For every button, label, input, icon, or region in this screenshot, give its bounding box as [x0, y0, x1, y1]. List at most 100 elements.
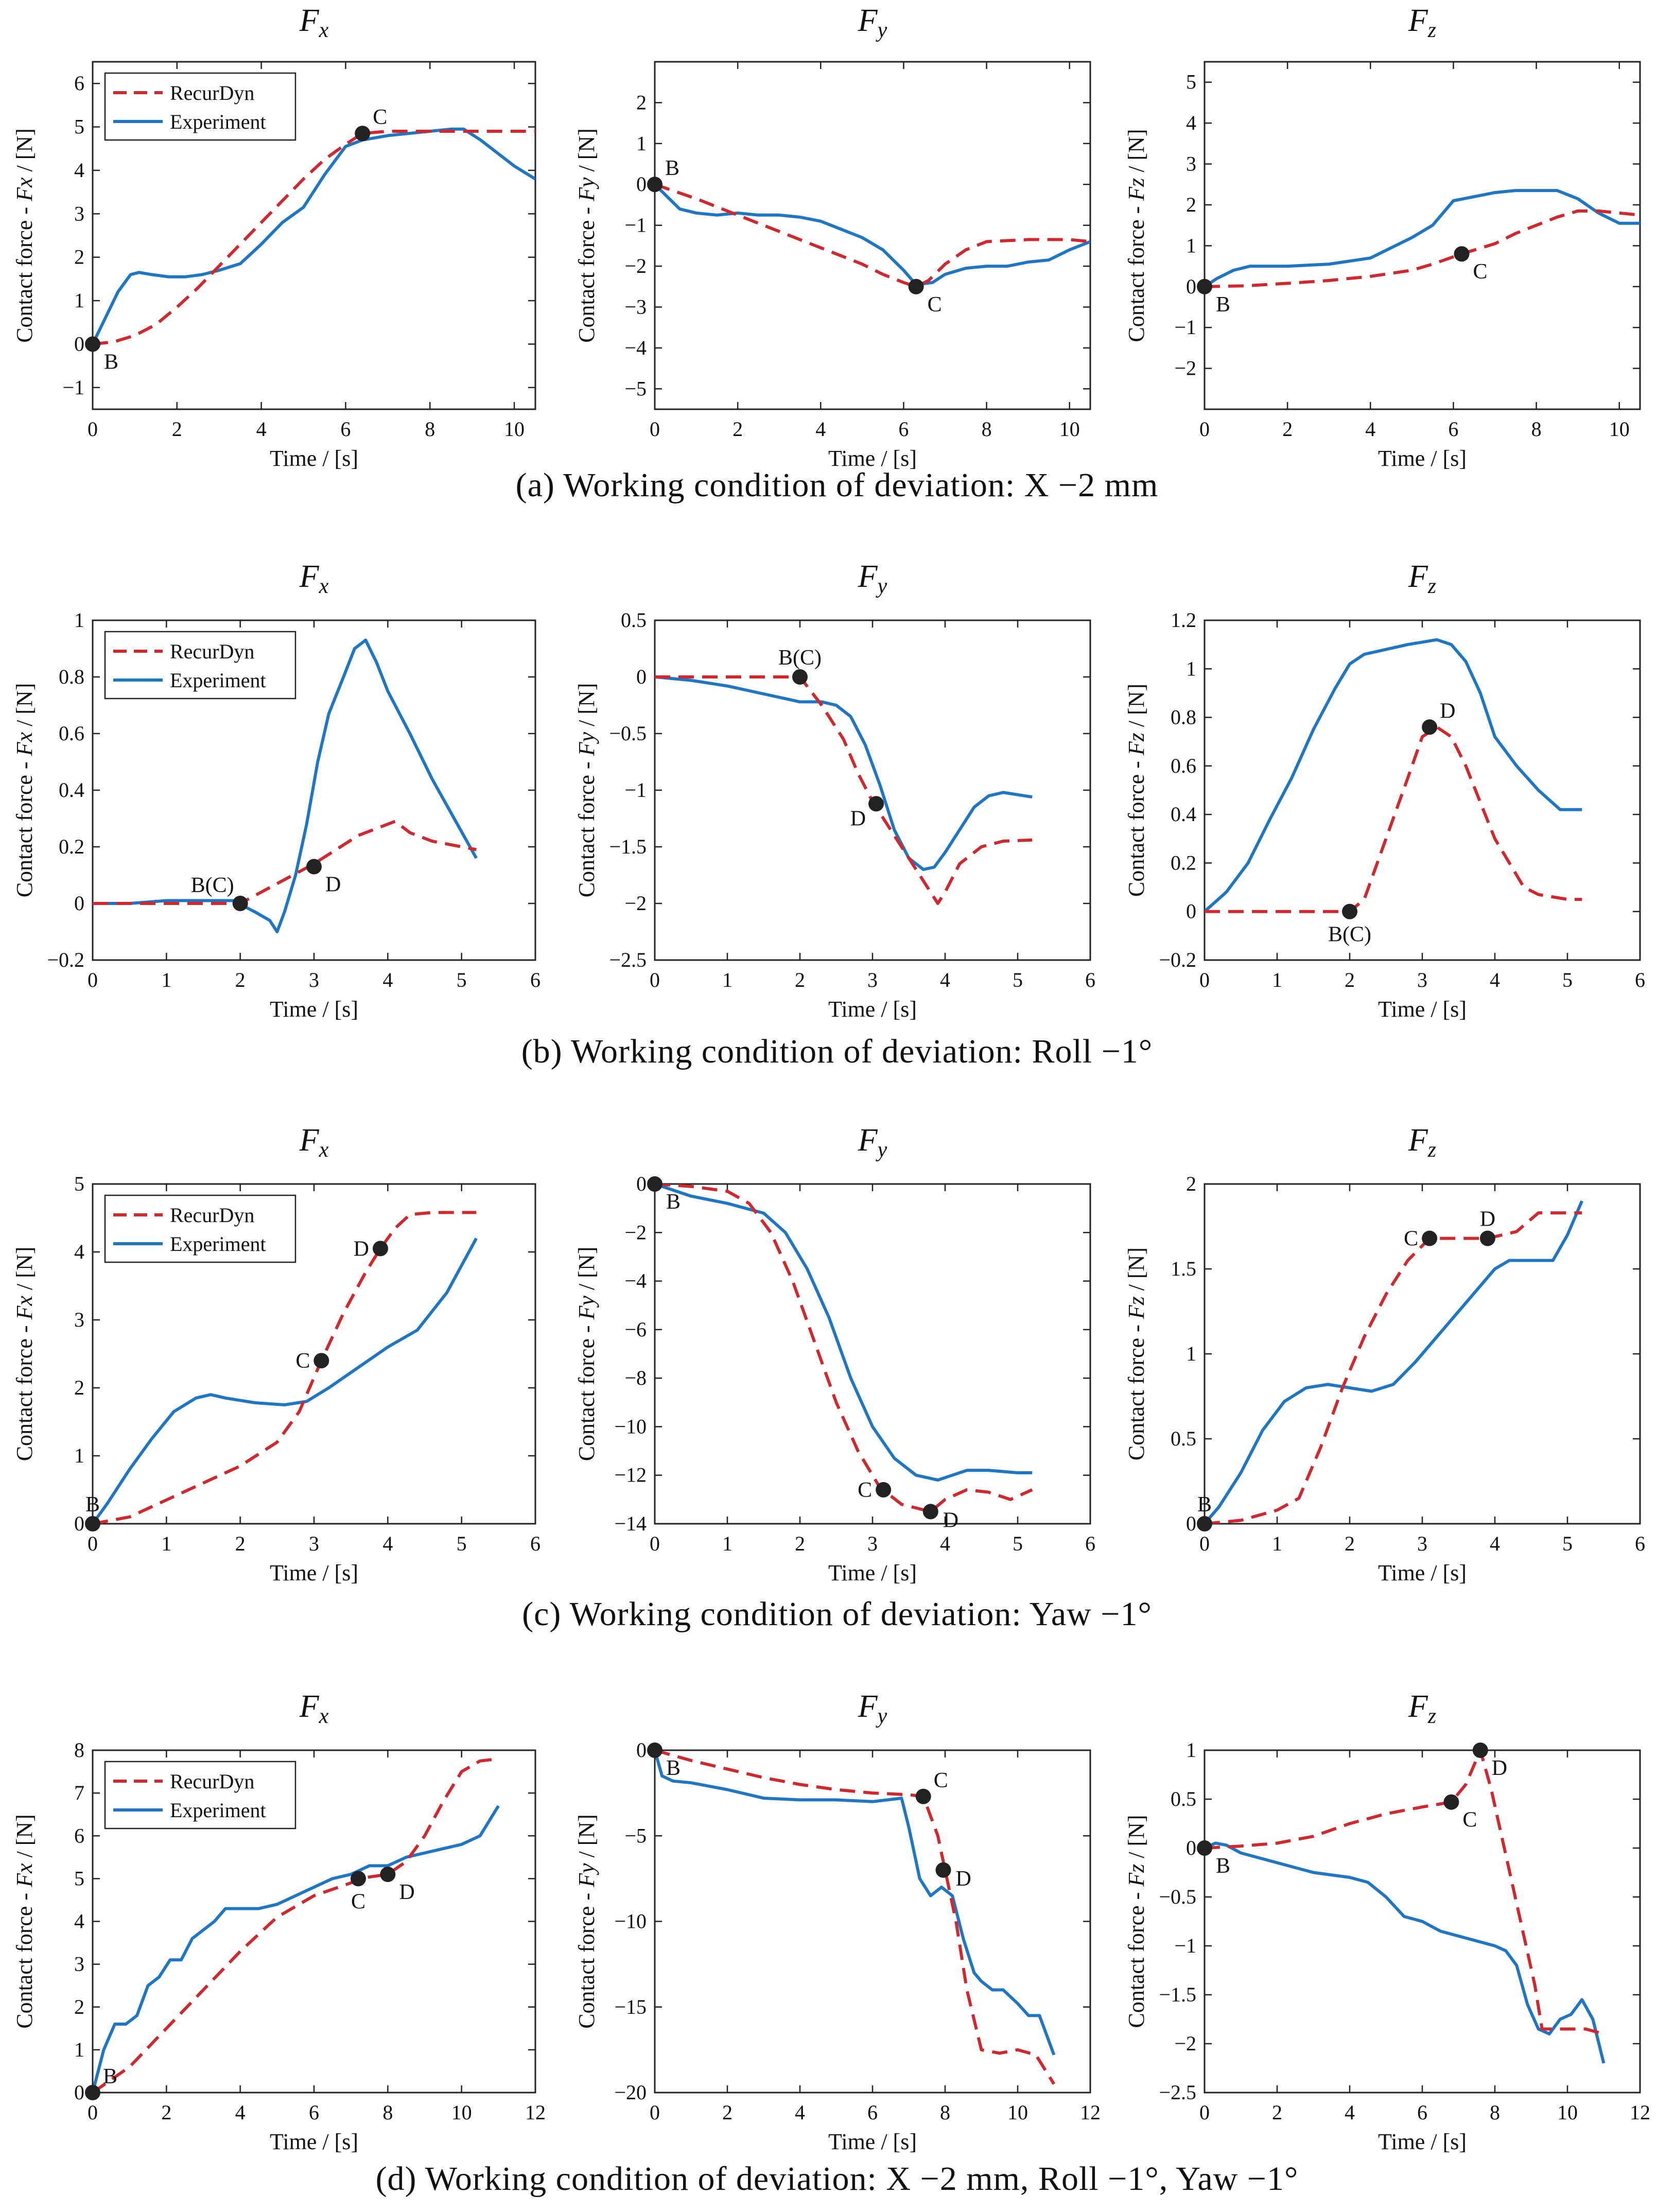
y-tick-label: 0.5	[621, 608, 647, 632]
y-tick-label: 5	[74, 115, 84, 138]
y-axis-label: Contact force - Fz / [N]	[1124, 1815, 1149, 2028]
y-tick-label: 1	[1186, 234, 1196, 257]
x-tick-label: 12	[1080, 2101, 1101, 2124]
marker-label: D	[850, 807, 866, 830]
y-tick-label: 5	[1186, 71, 1196, 94]
legend: RecurDyn Experiment	[104, 72, 297, 141]
marker-label: C	[1473, 260, 1488, 284]
marker-point-c	[1443, 1794, 1459, 1810]
marker-label: B	[1197, 1493, 1212, 1517]
x-axis-label: Time / [s]	[828, 997, 917, 1022]
chart-title-sub: z	[1427, 574, 1436, 598]
x-tick-label: 4	[815, 417, 826, 441]
series-experiment-line	[93, 1238, 478, 1524]
plot-frame	[654, 61, 1091, 410]
y-tick-label: 0.5	[1171, 1787, 1196, 1810]
marker-point-d	[935, 1862, 951, 1878]
marker-label: B	[665, 156, 679, 180]
chart-title-main: F	[858, 1123, 878, 1158]
y-label-var: Fx	[12, 1296, 37, 1320]
marker-label: D	[325, 873, 341, 897]
chart-title: Fy	[858, 1123, 887, 1162]
chart-title-sub: x	[319, 574, 329, 598]
x-tick-label: 1	[722, 968, 733, 991]
x-axis-label: Time / [s]	[270, 2129, 358, 2154]
y-tick-label: 0.4	[1171, 803, 1196, 826]
y-tick-label: −2	[624, 892, 647, 915]
y-label-suffix: / [N]	[1124, 129, 1149, 178]
series-experiment-line	[93, 127, 535, 345]
marker-point-b	[1197, 1840, 1212, 1856]
y-label-prefix: Contact force -	[574, 1319, 599, 1461]
x-tick-label: 3	[1417, 968, 1427, 991]
x-axis-label: Time / [s]	[270, 1560, 358, 1586]
x-tick-label: 6	[1448, 417, 1458, 441]
x-tick-label: 3	[867, 968, 878, 991]
marker-point-b	[85, 2085, 100, 2100]
marker-label: D	[955, 1867, 971, 1891]
x-tick-label: 8	[425, 417, 435, 441]
y-tick-label: 0	[1186, 900, 1196, 923]
legend-box	[104, 1194, 297, 1263]
y-tick-label: 0	[1186, 275, 1196, 298]
marker-label: D	[1440, 699, 1455, 723]
marker-point-d	[373, 1241, 388, 1257]
y-label-var: Fy	[574, 732, 599, 757]
y-tick-label: −1	[624, 214, 647, 237]
y-tick-label: −2	[624, 254, 647, 277]
y-tick-label: 3	[74, 1308, 84, 1331]
chart-title-sub: x	[319, 19, 329, 42]
y-tick-label: 0.2	[1171, 851, 1196, 874]
x-tick-label: 2	[1282, 417, 1293, 441]
x-tick-label: 0	[650, 2101, 660, 2124]
y-tick-label: 0.4	[59, 778, 84, 802]
y-label-var: Fz	[1124, 733, 1149, 756]
chart-title-sub: z	[1427, 19, 1436, 42]
marker-point-b	[647, 177, 662, 193]
chart-c-fz: Fz 0 1 2 3 4 5 6 0 0.5 1 1.5 2 Time / [s] Contact forc…	[1124, 1123, 1645, 1586]
marker-label: D	[1492, 1756, 1507, 1780]
x-tick-label: 8	[982, 417, 992, 441]
chart-title-main: F	[299, 1123, 320, 1158]
chart-title: Fz	[1408, 1123, 1436, 1162]
y-label-prefix: Contact force -	[12, 201, 37, 343]
chart-title: Fx	[299, 559, 329, 598]
marker-point-b	[85, 336, 100, 352]
y-tick-label: 1	[1186, 1738, 1196, 1762]
y-tick-label: 1.5	[1171, 1257, 1196, 1280]
marker-label: D	[399, 1880, 414, 1904]
chart-title-sub: y	[876, 1138, 887, 1162]
chart-title: Fy	[858, 559, 887, 598]
x-axis-label: Time / [s]	[1378, 997, 1467, 1022]
marker-point-d	[1422, 719, 1438, 735]
y-tick-label: −2	[624, 1221, 647, 1244]
x-tick-label: 6	[867, 2101, 878, 2124]
series-experiment-line	[655, 675, 1033, 871]
y-tick-label: −8	[624, 1366, 647, 1389]
x-tick-label: 0	[1199, 1532, 1210, 1555]
chart-title-main: F	[858, 3, 878, 38]
marker-point-c	[1422, 1230, 1438, 1246]
x-tick-label: 4	[1345, 2101, 1355, 2124]
marker-label: C	[934, 1769, 948, 1792]
x-axis-label: Time / [s]	[1378, 446, 1467, 471]
y-label-var: Fz	[1124, 1864, 1149, 1887]
x-axis-label: Time / [s]	[270, 997, 358, 1022]
marker-label: B	[666, 1756, 681, 1780]
y-tick-label: −0.2	[1159, 948, 1196, 971]
chart-title-main: F	[299, 559, 320, 594]
x-tick-label: 10	[1007, 2101, 1028, 2124]
y-tick-label: −20	[614, 2081, 647, 2104]
chart-a-fz: Fz 0 2 4 6 8 10 −2 −1 0 1 2 3 4 5 Time / [s] Contact for…	[1124, 3, 1641, 471]
y-label-suffix: / [N]	[1124, 1815, 1149, 1863]
legend-recurdyn-label: RecurDyn	[170, 1204, 254, 1227]
x-tick-label: 3	[309, 1532, 319, 1555]
y-tick-label: −2	[1174, 2032, 1196, 2055]
x-axis-label: Time / [s]	[828, 446, 917, 471]
legend-recurdyn-label: RecurDyn	[170, 640, 254, 663]
series-recurdyn-line	[93, 1211, 477, 1524]
chart-title: Fz	[1408, 1689, 1436, 1728]
chart-title-sub: z	[1427, 1704, 1436, 1728]
series-recurdyn-line	[1205, 209, 1640, 288]
